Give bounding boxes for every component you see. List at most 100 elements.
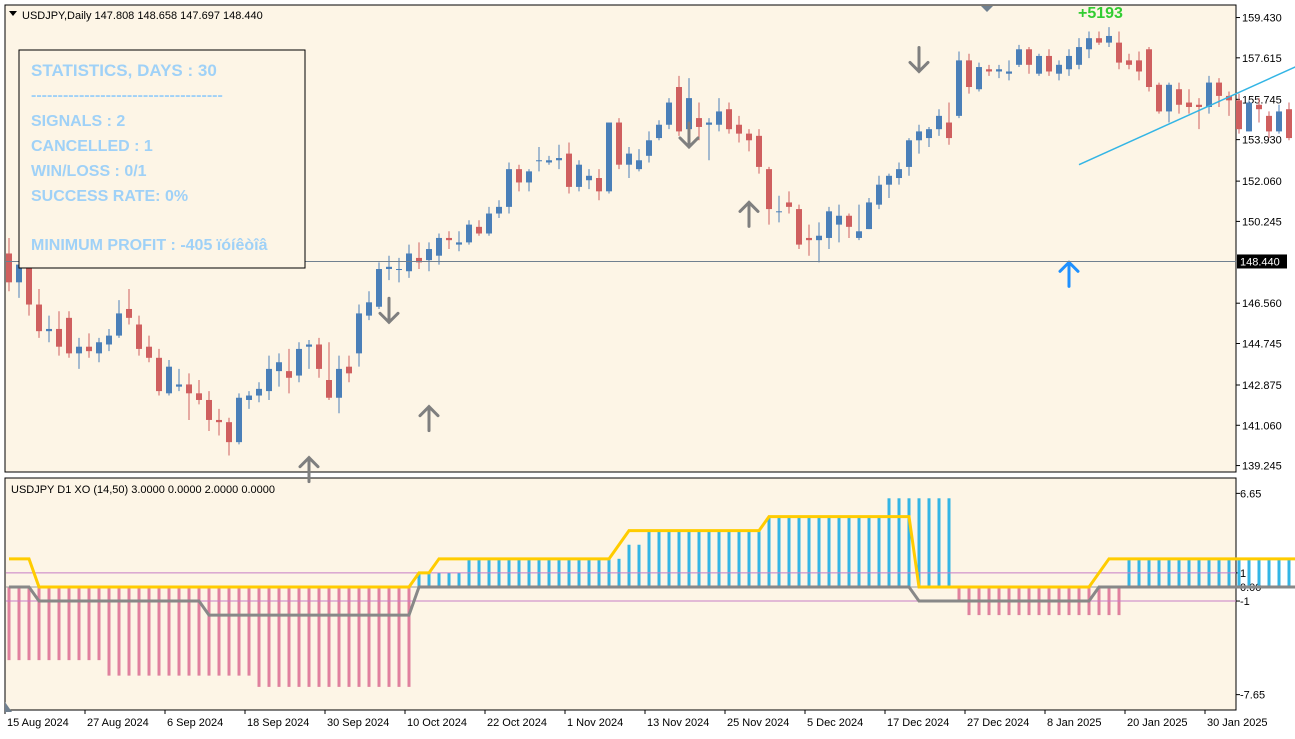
xo-bar	[207, 586, 211, 676]
xo-bar	[347, 586, 351, 687]
arrow-up-icon	[1058, 260, 1080, 288]
candle-body	[526, 171, 532, 183]
candle-body	[6, 253, 12, 283]
candle-body	[576, 164, 582, 187]
candle-body	[616, 122, 622, 165]
candle-body	[1216, 82, 1222, 96]
period-marker-icon	[981, 6, 993, 12]
xo-bar	[787, 516, 791, 587]
time-tick-label: 5 Dec 2024	[807, 717, 863, 729]
xo-bar	[937, 498, 941, 587]
xo-bar	[817, 516, 821, 587]
xo-bar	[377, 586, 381, 687]
candle-body	[866, 202, 872, 230]
scroll-corner-icon[interactable]	[5, 702, 12, 712]
candle-body	[536, 160, 542, 162]
current-price-label: 148.440	[1240, 256, 1280, 268]
candle-body	[776, 211, 782, 213]
arrow-down-icon	[908, 45, 930, 74]
xo-bar	[307, 586, 311, 687]
xo-bar	[37, 586, 41, 661]
candle-body	[1006, 71, 1012, 74]
xo-bar	[47, 586, 51, 661]
candle-body	[966, 60, 972, 88]
candle-body	[1206, 82, 1212, 107]
candle-body	[196, 393, 202, 400]
price-tick-label: 144.745	[1242, 338, 1282, 350]
candle-body	[396, 269, 402, 271]
stats-min-profit: MINIMUM PROFIT : -405 ïóíêòîâ	[31, 237, 268, 254]
xo-bar	[197, 586, 201, 676]
xo-bar	[827, 516, 831, 587]
candle-body	[696, 118, 702, 127]
candle-body	[826, 211, 832, 238]
candle-body	[796, 209, 802, 245]
candle-body	[456, 242, 462, 245]
xo-bar	[657, 530, 661, 587]
candle-body	[946, 122, 952, 139]
xo-bar	[797, 516, 801, 587]
candle-body	[96, 342, 102, 354]
xo-bar	[637, 544, 641, 587]
trend-line-group[interactable]	[1078, 33, 1295, 166]
candle-body	[156, 357, 162, 392]
time-tick-label: 22 Oct 2024	[487, 717, 547, 729]
candle-body	[186, 384, 192, 394]
candle-body	[1176, 89, 1182, 105]
xo-bar	[947, 498, 951, 587]
candle-body	[1016, 49, 1022, 65]
candle-body	[1046, 55, 1052, 72]
xo-bar	[417, 572, 421, 587]
xo-bar	[777, 516, 781, 587]
signal-arrows	[298, 45, 1080, 484]
stats-winloss: WIN/LOSS : 0/1	[31, 163, 147, 180]
xo-bar	[67, 586, 71, 661]
xo-bar	[247, 586, 251, 676]
xo-bar	[677, 530, 681, 587]
candle-body	[1266, 115, 1272, 132]
xo-bar	[717, 530, 721, 587]
candle-body	[726, 109, 732, 130]
candle-body	[996, 69, 1002, 72]
candle-body	[246, 395, 252, 400]
price-tick-label: 139.245	[1242, 461, 1282, 473]
arrow-up-icon	[738, 200, 760, 228]
candle-body	[386, 266, 392, 270]
xo-lines	[9, 515, 1295, 617]
time-tick-label: 13 Nov 2024	[647, 717, 709, 729]
candle-body	[646, 140, 652, 156]
time-tick-label: 27 Dec 2024	[967, 717, 1029, 729]
candle-body	[746, 133, 752, 141]
candle-body	[116, 313, 122, 336]
stats-signals: SIGNALS : 2	[31, 113, 125, 130]
xo-bar	[757, 530, 761, 587]
xo-bar	[427, 572, 431, 587]
xo-bar	[167, 586, 171, 676]
candle-body	[1136, 60, 1142, 72]
candle-body	[136, 324, 142, 349]
candle-body	[546, 160, 552, 163]
candle-body	[276, 362, 282, 372]
collapse-triangle-icon[interactable]	[9, 11, 17, 16]
candle-body	[666, 102, 672, 125]
xo-bar	[1257, 558, 1261, 587]
candle-body	[736, 124, 742, 134]
price-tick-label: 153.930	[1242, 135, 1282, 147]
candle-body	[766, 169, 772, 210]
xo-bar	[897, 498, 901, 587]
xo-baseline-line	[9, 585, 1295, 617]
candle-body	[976, 67, 982, 90]
candle-body	[476, 226, 482, 234]
xo-bar	[367, 586, 371, 687]
xo-bar	[697, 530, 701, 587]
time-tick-label: 27 Aug 2024	[87, 717, 149, 729]
candle-body	[76, 346, 82, 354]
xo-bar	[317, 586, 321, 687]
candle-body	[556, 158, 562, 161]
candle-body	[266, 368, 272, 392]
xo-bar	[737, 530, 741, 587]
indicator-tick-label: 1	[1240, 568, 1246, 580]
candle-body	[636, 160, 642, 170]
candle-body	[406, 253, 412, 272]
candle-body	[26, 266, 32, 305]
